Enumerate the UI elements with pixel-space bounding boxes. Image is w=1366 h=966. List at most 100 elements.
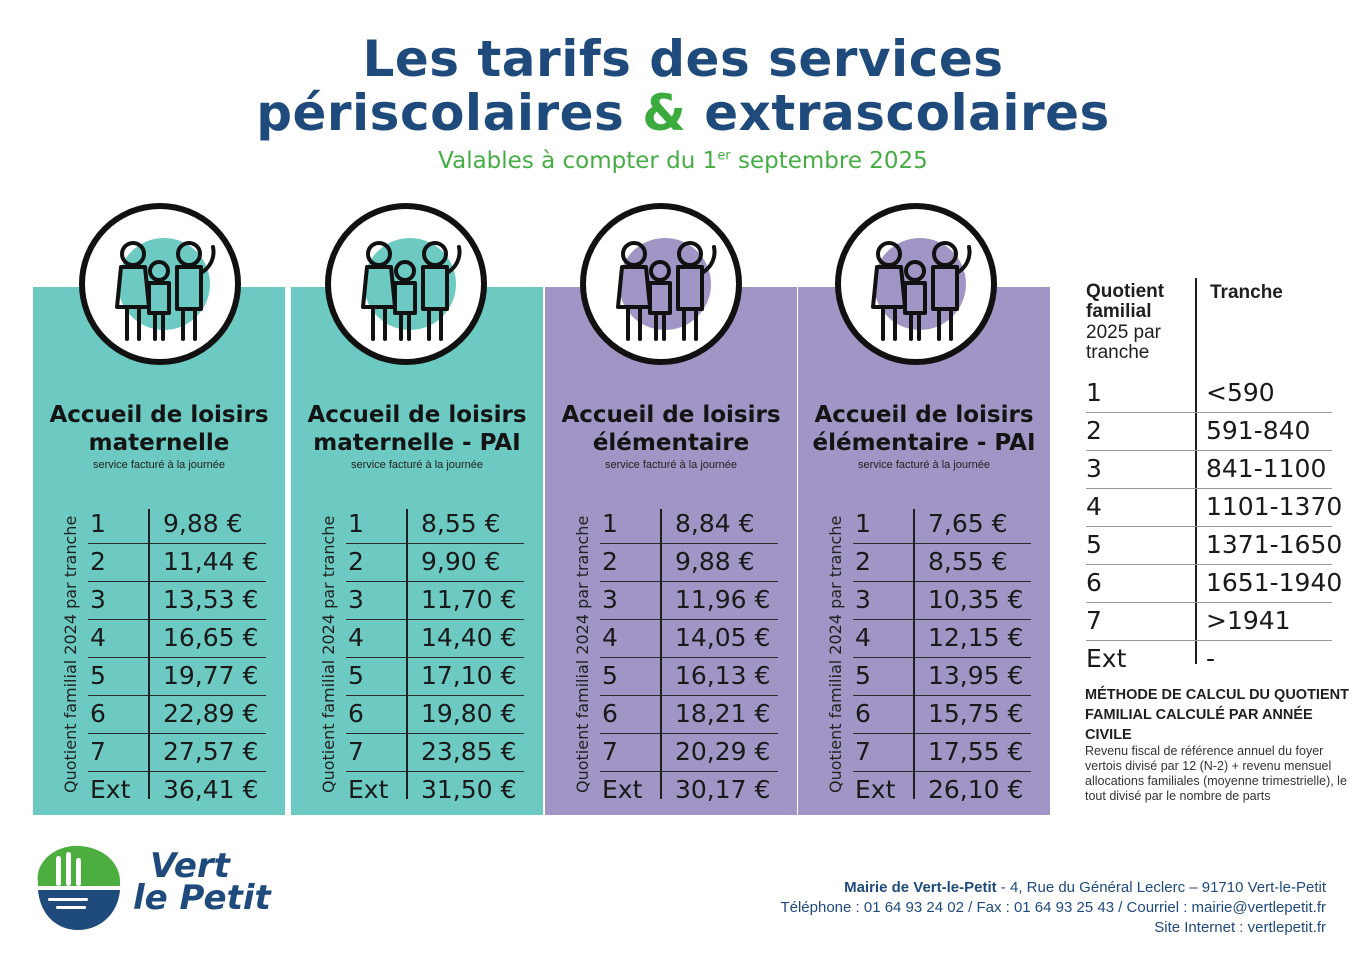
qf-row: 6 1651-1940 [1086,565,1342,603]
logo-wordmark: Vert le Petit [133,849,271,915]
qf-row: Ext - [1086,641,1332,678]
price-value: 14,40 € [421,623,517,652]
price-value: 7,65 € [928,509,1008,538]
price-row: 2 11,44 € [88,544,266,582]
price-value: 26,10 € [928,775,1024,804]
price-value: 17,10 € [421,661,517,690]
card-subtitle: service facturé à la journée [604,459,738,471]
tranche-label: 5 [90,661,106,690]
price-row: 1 8,84 € [600,506,778,544]
method-title: MÉTHODE DE CALCUL DU QUOTIENT FAMILIAL C… [1085,687,1349,743]
tranche-label: 6 [602,699,618,728]
title-periscolaires: périscolaires [256,84,625,142]
qf-range: >1941 [1206,606,1291,635]
card-title: Accueil de loisirs maternelle - PAI [291,401,543,457]
price-value: 31,50 € [421,775,517,804]
tariff-card: Accueil de loisirs maternelle service fact… [33,287,285,815]
tranche-label: 2 [602,547,618,576]
page-title-line-2: périscolaires & extrascolaires [0,86,1366,140]
price-row: 5 16,13 € [600,658,778,696]
subtitle-sup: er [717,148,731,164]
tranche-label: 5 [348,661,364,690]
price-row: 3 10,35 € [853,582,1031,620]
price-table: 1 8,55 € 2 9,90 € 3 11,70 € 4 14,40 € 5 17,10 € 6 1… [346,506,524,809]
card-subtitle: service facturé à la journée [92,459,226,471]
price-row: 7 17,55 € [853,734,1031,772]
price-row: 1 7,65 € [853,506,1031,544]
price-table: 1 8,84 € 2 9,88 € 3 11,96 € 4 14,05 € 5 16,13 € 6 1… [600,506,778,809]
footer-phone-email: Téléphone : 01 64 93 24 02 / Fax : 01 64… [780,899,1326,916]
price-value: 13,53 € [163,585,259,614]
price-value: 11,70 € [421,585,517,614]
qf-row: 1 <590 [1086,375,1332,413]
subtitle-date: septembre 2025 [730,148,928,174]
price-row: 6 19,80 € [346,696,524,734]
price-row: 7 27,57 € [88,734,266,772]
tranche-label: 6 [90,699,106,728]
tranche-label: 4 [90,623,106,652]
price-row: 5 19,77 € [88,658,266,696]
qf-table: 1 <590 2 591-840 3 841-1100 4 1101-1370 5 1371-16… [1086,375,1342,678]
tranche-label: 7 [855,737,871,766]
price-row: Ext 31,50 € [346,772,524,809]
tranche-label: 4 [855,623,871,652]
tranche-label: 2 [348,547,364,576]
price-value: 18,21 € [675,699,771,728]
qf-range: 841-1100 [1206,454,1327,483]
family-icon [325,203,487,365]
price-value: 9,90 € [421,547,501,576]
page-title: Les tarifs des services [0,32,1366,86]
card-axis-label-text: Quotient familial 2024 par tranche [319,515,338,793]
logo-line-2: le Petit [133,878,271,918]
qf-divider [1195,278,1197,664]
price-value: 15,75 € [928,699,1024,728]
price-row: 2 9,90 € [346,544,524,582]
card-title-line-2: élémentaire - PAI [812,430,1036,456]
card-title-line-1: Accueil de loisirs [49,402,269,428]
card-title-line-2: élémentaire [592,430,750,456]
price-table: 1 7,65 € 2 8,55 € 3 10,35 € 4 12,15 € 5 13,95 € 6 1… [853,506,1031,809]
price-table-divider [148,509,150,799]
tranche-label: 2 [90,547,106,576]
family-icon [79,203,241,365]
price-table-divider [660,509,662,799]
family-icon [835,203,997,365]
qf-row: 7 >1941 [1086,603,1332,641]
qf-header-tranche: Tranche [1210,282,1283,303]
tranche-label: Ext [90,775,131,804]
price-row: 2 9,88 € [600,544,778,582]
price-value: 8,55 € [421,509,501,538]
card-subtitle: service facturé à la journée [350,459,484,471]
title-line-1: Les tarifs des services [362,30,1004,88]
price-value: 13,95 € [928,661,1024,690]
price-value: 12,15 € [928,623,1024,652]
price-value: 8,84 € [675,509,755,538]
price-value: 14,05 € [675,623,771,652]
validity-subtitle: Valables à compter du 1er septembre 2025 [0,148,1366,174]
qf-tranche: 5 [1086,530,1102,559]
qf-range: - [1206,644,1216,673]
tranche-label: Ext [602,775,643,804]
vert-le-petit-logo [30,842,126,939]
qf-range: 1651-1940 [1206,568,1343,597]
price-row: Ext 36,41 € [88,772,266,809]
qf-row: 5 1371-1650 [1086,527,1342,565]
qf-range: 1101-1370 [1206,492,1343,521]
subtitle-text: Valables à compter du 1 [438,148,718,174]
title-extrascolaires: extrascolaires [704,84,1110,142]
footer-contact: Mairie de Vert-le-Petit - 4, Rue du Géné… [626,878,1326,938]
price-value: 19,80 € [421,699,517,728]
footer-website: Site Internet : vertlepetit.fr [1154,919,1326,936]
card-axis-label-text: Quotient familial 2024 par tranche [61,515,80,793]
price-value: 22,89 € [163,699,259,728]
qf-row: 2 591-840 [1086,413,1332,451]
price-row: 4 12,15 € [853,620,1031,658]
qf-header-bold: Quotient familial [1086,281,1165,322]
method-body: Revenu fiscal de référence annuel du foy… [1085,744,1347,803]
qf-tranche: Ext [1086,644,1127,673]
footer-address: - 4, Rue du Général Leclerc – 91710 Vert… [996,879,1326,896]
tranche-label: 3 [90,585,106,614]
price-value: 23,85 € [421,737,517,766]
price-row: Ext 30,17 € [600,772,778,809]
tranche-label: 6 [855,699,871,728]
